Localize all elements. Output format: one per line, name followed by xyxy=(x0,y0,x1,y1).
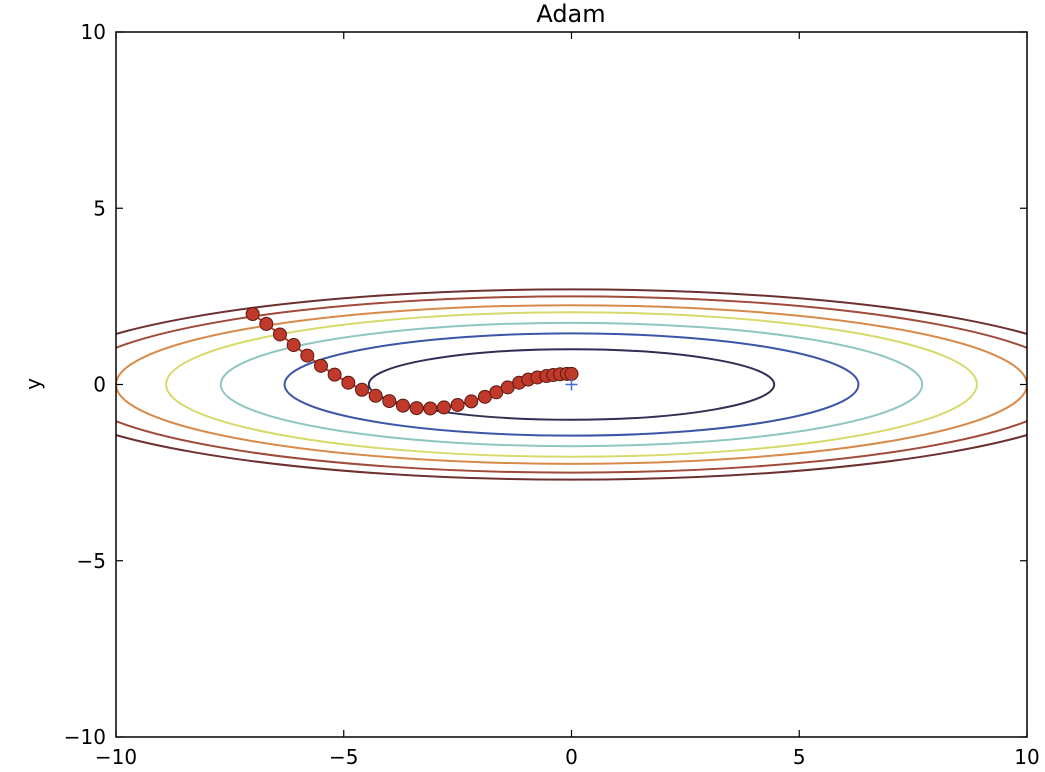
x-tick-label: −10 xyxy=(95,745,137,769)
optimizer-path xyxy=(245,307,579,416)
minimum-marker-group xyxy=(565,378,578,391)
contour-line-7 xyxy=(116,288,1027,481)
y-tick-label: −10 xyxy=(64,725,106,749)
contour-line-2 xyxy=(283,332,860,437)
path-line xyxy=(252,313,572,410)
path-point xyxy=(436,400,451,415)
y-axis-label: y xyxy=(21,378,45,390)
path-point xyxy=(464,394,479,409)
path-point xyxy=(382,394,397,409)
y-tick-label: −5 xyxy=(77,549,106,573)
path-point xyxy=(409,401,424,416)
path-point xyxy=(341,375,356,390)
x-tick-label: 5 xyxy=(793,745,806,769)
path-point xyxy=(354,382,369,397)
contour-lines xyxy=(116,288,1027,481)
contour-line-6 xyxy=(116,295,1027,474)
path-point xyxy=(395,398,410,413)
chart-title: Adam xyxy=(536,0,605,28)
path-point xyxy=(272,327,287,342)
path-point xyxy=(368,388,383,403)
y-tick-label: 0 xyxy=(93,373,106,397)
path-point xyxy=(286,338,301,353)
x-tick-label: 10 xyxy=(1014,745,1039,769)
axis-ticks: −10 −5 0 5 10 −10 −5 0 5 10 xyxy=(64,20,1040,769)
path-point xyxy=(450,397,465,412)
path-point xyxy=(313,358,328,373)
plot-area-frame xyxy=(115,31,1028,738)
path-point xyxy=(259,316,274,331)
contour-line-3 xyxy=(219,321,924,448)
contour-line-5 xyxy=(116,304,1027,465)
contour-line-1 xyxy=(367,348,776,421)
y-tick-label: 10 xyxy=(81,20,106,44)
path-point xyxy=(300,348,315,363)
y-tick-label: 5 xyxy=(93,196,106,220)
minimum-plus-marker xyxy=(565,378,578,391)
path-point xyxy=(423,401,438,416)
x-tick-label: 0 xyxy=(565,745,578,769)
contour-line-4 xyxy=(165,311,978,458)
path-point xyxy=(327,367,342,382)
path-point xyxy=(245,307,260,321)
x-tick-label: −5 xyxy=(329,745,358,769)
path-point xyxy=(564,366,579,381)
